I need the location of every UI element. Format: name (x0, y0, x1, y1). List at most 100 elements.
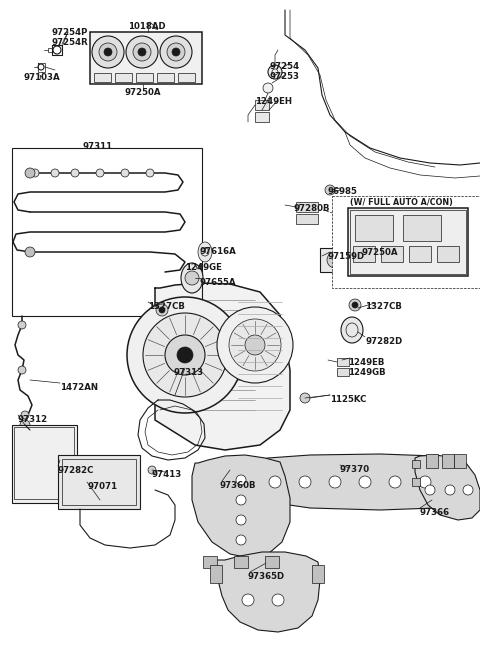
Bar (115, 73, 132, 82)
Circle shape (329, 476, 341, 488)
Circle shape (138, 48, 146, 56)
Circle shape (127, 297, 243, 413)
Text: 1249EH: 1249EH (255, 97, 292, 106)
Text: 97254P: 97254P (52, 28, 88, 37)
Text: 97366: 97366 (420, 508, 450, 517)
Bar (381, 246, 403, 262)
Circle shape (389, 476, 401, 488)
Circle shape (167, 43, 185, 61)
Text: 97655A: 97655A (200, 278, 237, 287)
Circle shape (463, 485, 473, 495)
Bar (58, 455, 140, 509)
Polygon shape (225, 454, 465, 510)
Bar (265, 556, 279, 568)
Bar (234, 556, 248, 568)
Text: 97312: 97312 (18, 415, 48, 424)
Circle shape (31, 169, 39, 177)
Circle shape (229, 319, 281, 371)
Circle shape (425, 485, 435, 495)
Bar (312, 565, 324, 583)
Circle shape (148, 466, 156, 474)
Polygon shape (192, 455, 290, 558)
Text: 97103A: 97103A (24, 73, 60, 82)
Circle shape (242, 594, 254, 606)
Bar (337, 368, 349, 376)
Bar (348, 208, 468, 276)
Bar (412, 460, 420, 468)
Text: 1249GE: 1249GE (185, 263, 222, 272)
Circle shape (185, 271, 199, 285)
Bar (62, 459, 136, 505)
Circle shape (300, 393, 310, 403)
Bar (412, 478, 420, 486)
Circle shape (146, 169, 154, 177)
Bar (203, 556, 217, 568)
Circle shape (245, 335, 265, 355)
Bar (409, 246, 431, 262)
Bar (14, 427, 74, 499)
Circle shape (121, 169, 129, 177)
Text: 1472AN: 1472AN (60, 383, 98, 392)
Bar (12, 148, 202, 316)
Text: 97250A: 97250A (362, 248, 398, 257)
Circle shape (159, 307, 165, 313)
Circle shape (51, 169, 59, 177)
Bar (442, 454, 454, 468)
Circle shape (327, 252, 343, 268)
Circle shape (71, 169, 79, 177)
Circle shape (25, 168, 35, 178)
Circle shape (104, 48, 112, 56)
Circle shape (25, 247, 35, 257)
Circle shape (359, 476, 371, 488)
Circle shape (268, 65, 282, 79)
Circle shape (236, 495, 246, 505)
Circle shape (20, 420, 30, 430)
Circle shape (217, 307, 293, 383)
Text: 1125KC: 1125KC (330, 395, 366, 404)
Text: 1327CB: 1327CB (148, 302, 185, 311)
Polygon shape (155, 283, 290, 450)
Bar (12, 425, 77, 503)
Circle shape (269, 476, 281, 488)
Text: 97253: 97253 (270, 72, 300, 81)
Bar (337, 358, 349, 366)
Text: 96985: 96985 (328, 187, 358, 196)
Circle shape (172, 48, 180, 56)
Circle shape (325, 185, 335, 195)
Bar (350, 210, 466, 274)
Text: 97254R: 97254R (52, 38, 88, 47)
Circle shape (236, 515, 246, 525)
Circle shape (419, 476, 431, 488)
Circle shape (18, 321, 26, 329)
Bar (353, 246, 375, 262)
Ellipse shape (198, 242, 212, 262)
Text: 97159D: 97159D (328, 252, 365, 261)
Bar (320, 248, 350, 272)
Circle shape (133, 43, 151, 61)
Text: 97370: 97370 (340, 465, 370, 474)
Bar (403, 215, 441, 241)
Text: 97071: 97071 (87, 482, 117, 491)
Bar (157, 73, 174, 82)
Ellipse shape (181, 263, 203, 293)
Circle shape (165, 335, 205, 375)
Circle shape (263, 83, 273, 93)
Circle shape (236, 475, 246, 485)
Circle shape (156, 304, 168, 316)
Bar (454, 454, 466, 468)
Bar (332, 196, 480, 288)
Ellipse shape (341, 317, 363, 343)
Circle shape (126, 36, 158, 68)
Bar (136, 73, 153, 82)
Text: 97616A: 97616A (200, 247, 237, 256)
Text: 97282D: 97282D (365, 337, 402, 346)
Bar (355, 215, 393, 241)
Text: 97280B: 97280B (294, 204, 331, 213)
Circle shape (99, 43, 117, 61)
Circle shape (96, 169, 104, 177)
Bar (426, 454, 438, 468)
Circle shape (92, 36, 124, 68)
Text: 1018AD: 1018AD (128, 22, 166, 31)
Text: 97254: 97254 (270, 62, 300, 71)
Bar (296, 214, 318, 224)
